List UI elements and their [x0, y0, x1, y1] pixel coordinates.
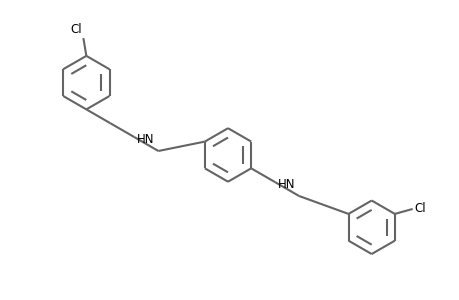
Text: Cl: Cl: [71, 23, 82, 36]
Text: Cl: Cl: [414, 202, 425, 215]
Text: HN: HN: [137, 133, 155, 146]
Text: HN: HN: [278, 178, 295, 191]
